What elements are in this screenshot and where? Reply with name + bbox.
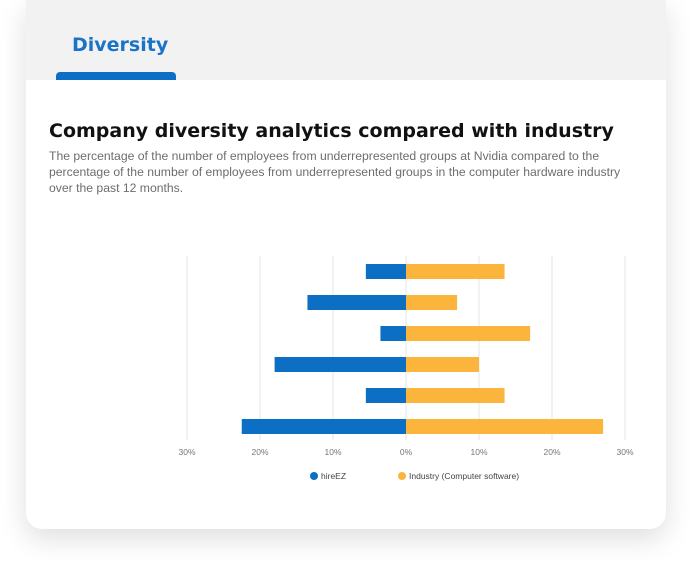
active-tab-indicator (56, 72, 176, 80)
legend-label: hireEZ (321, 471, 346, 481)
tab-bar: Diversity (26, 0, 666, 80)
industry-bar[interactable] (406, 388, 505, 403)
industry-bar[interactable] (406, 326, 531, 341)
x-tick-label: 10% (324, 447, 341, 457)
x-tick-label: 20% (543, 447, 560, 457)
industry-bar[interactable] (406, 264, 505, 279)
x-tick-label: 0% (400, 447, 413, 457)
company-bar[interactable] (365, 264, 406, 279)
industry-bar[interactable] (406, 357, 479, 372)
industry-bar[interactable] (406, 295, 458, 310)
legend-label: Industry (Computer software) (409, 471, 519, 481)
x-axis-ticks: 30% 20% 10% 0% 10% 20% 30% (178, 447, 633, 457)
x-tick-label: 30% (616, 447, 633, 457)
diversity-bar-chart: 30% 20% 10% 0% 10% 20% 30% hireEZ Industry (Com… (178, 256, 634, 481)
legend-marker (310, 472, 318, 480)
company-bar[interactable] (365, 388, 406, 403)
company-bar[interactable] (380, 326, 406, 341)
tab-diversity[interactable]: Diversity (72, 34, 169, 56)
chart-grid (186, 256, 626, 440)
x-tick-label: 30% (178, 447, 195, 457)
chart-legend: hireEZ Industry (Computer software) (310, 471, 519, 481)
diversity-card: Diversity Company diversity analytics co… (26, 0, 666, 529)
section-description: The percentage of the number of employee… (49, 149, 621, 195)
company-bar[interactable] (307, 295, 406, 310)
company-bar[interactable] (274, 357, 406, 372)
section-title: Company diversity analytics compared wit… (49, 120, 614, 142)
company-bar[interactable] (241, 419, 406, 434)
industry-bar[interactable] (406, 419, 604, 434)
x-tick-label: 10% (470, 447, 487, 457)
legend-marker (398, 472, 406, 480)
chart-bars (241, 264, 604, 434)
x-tick-label: 20% (251, 447, 268, 457)
